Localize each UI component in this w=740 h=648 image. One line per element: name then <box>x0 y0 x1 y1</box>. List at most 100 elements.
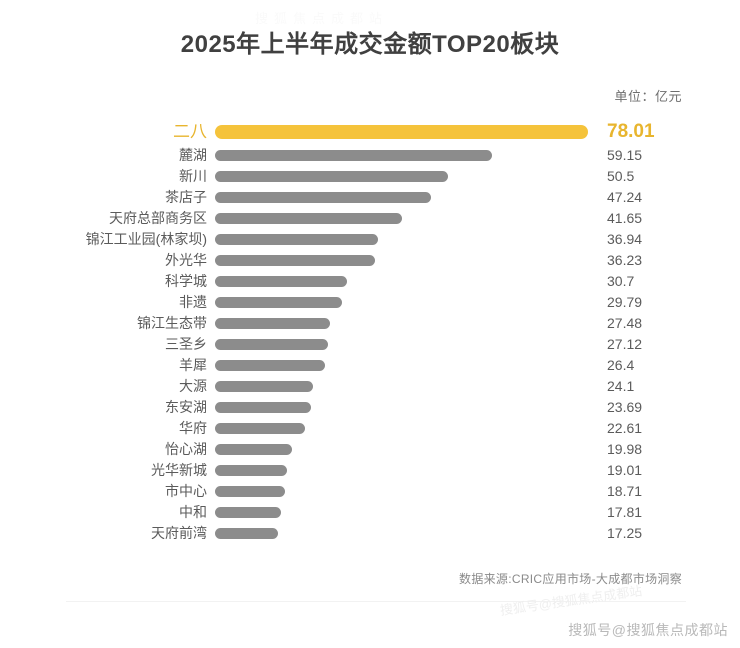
bar-chart-plot-area: 二八 78.01 麓湖 59.15 新川 50.5 茶店子 47.24 天府总部商务区 41.65… <box>0 118 740 544</box>
bar-fill <box>215 125 588 139</box>
bar-value-label: 17.81 <box>607 504 643 520</box>
bar-fill <box>215 402 311 413</box>
bar-value-label: 19.01 <box>607 462 643 478</box>
bar-track <box>215 250 607 271</box>
chart-title: 2025年上半年成交金额TOP20板块 <box>180 31 560 58</box>
bar-category-label: 茶店子 <box>165 189 207 205</box>
bar-fill <box>215 318 330 329</box>
bar-category-label: 外光华 <box>165 252 207 268</box>
bar-row: 二八 78.01 <box>0 118 740 145</box>
bar-row: 怡心湖 19.98 <box>0 439 740 460</box>
bar-row: 中和 17.81 <box>0 502 740 523</box>
bar-row: 羊犀 26.4 <box>0 355 740 376</box>
bar-value-label: 27.12 <box>607 336 643 352</box>
bar-value-label: 27.48 <box>607 315 643 331</box>
bar-track <box>215 376 607 397</box>
bar-value-label: 47.24 <box>607 189 643 205</box>
bar-value-label: 41.65 <box>607 210 643 226</box>
bar-track <box>215 145 607 166</box>
bar-track <box>215 271 607 292</box>
bar-track <box>215 166 607 187</box>
bar-fill <box>215 255 375 266</box>
bar-category-label: 非遗 <box>179 294 207 310</box>
bar-value-label: 50.5 <box>607 168 635 184</box>
bar-fill <box>215 276 347 287</box>
bar-fill <box>215 444 292 455</box>
bar-category-label: 二八 <box>173 122 207 141</box>
bar-value-label: 26.4 <box>607 357 635 373</box>
unit-label: 单位：亿元 <box>614 89 682 104</box>
source-note: 数据来源:CRIC应用市场-大成都市场洞察 <box>459 572 682 586</box>
bar-value-label: 36.23 <box>607 252 643 268</box>
bar-row: 科学城 30.7 <box>0 271 740 292</box>
bar-category-label: 锦江生态带 <box>137 315 207 331</box>
bar-value-label: 59.15 <box>607 147 643 163</box>
bar-track <box>215 334 607 355</box>
bar-row: 新川 50.5 <box>0 166 740 187</box>
bar-row: 茶店子 47.24 <box>0 187 740 208</box>
bar-row: 市中心 18.71 <box>0 481 740 502</box>
bar-track <box>215 292 607 313</box>
bar-category-label: 新川 <box>179 168 207 184</box>
bar-value-label: 29.79 <box>607 294 643 310</box>
bar-value-label: 17.25 <box>607 525 643 541</box>
bar-row: 天府前湾 17.25 <box>0 523 740 544</box>
bar-value-label: 19.98 <box>607 441 643 457</box>
bar-track <box>215 439 607 460</box>
bar-category-label: 三圣乡 <box>165 336 207 352</box>
bar-fill <box>215 339 328 350</box>
bar-fill <box>215 192 431 203</box>
bar-category-label: 光华新城 <box>151 462 207 478</box>
bar-track <box>215 355 607 376</box>
bar-row: 麓湖 59.15 <box>0 145 740 166</box>
bar-value-label: 24.1 <box>607 378 635 394</box>
bar-fill <box>215 507 281 518</box>
bar-fill <box>215 381 313 392</box>
bar-category-label: 锦江工业园(林家坝) <box>85 231 207 247</box>
bar-value-label: 18.71 <box>607 483 643 499</box>
bar-fill <box>215 213 402 224</box>
bar-row: 光华新城 19.01 <box>0 460 740 481</box>
bar-track <box>215 313 607 334</box>
bar-track <box>215 523 607 544</box>
bar-category-label: 大源 <box>179 378 207 394</box>
bar-value-label: 30.7 <box>607 273 635 289</box>
bar-category-label: 华府 <box>179 420 207 436</box>
bar-track <box>215 481 607 502</box>
bar-fill <box>215 360 325 371</box>
bar-row: 外光华 36.23 <box>0 250 740 271</box>
bar-category-label: 市中心 <box>165 483 207 499</box>
bar-fill <box>215 150 492 161</box>
bar-value-label: 78.01 <box>607 121 655 142</box>
bar-track <box>215 397 607 418</box>
bar-fill <box>215 486 285 497</box>
bar-track <box>215 229 607 250</box>
bar-fill <box>215 171 448 182</box>
bar-value-label: 22.61 <box>607 420 643 436</box>
bar-category-label: 羊犀 <box>179 357 207 373</box>
footer-divider <box>66 601 686 602</box>
bar-fill <box>215 234 378 245</box>
bar-category-label: 麓湖 <box>179 147 207 163</box>
bar-fill <box>215 465 287 476</box>
bar-fill <box>215 423 305 434</box>
bar-row: 锦江工业园(林家坝) 36.94 <box>0 229 740 250</box>
bar-category-label: 天府总部商务区 <box>109 210 207 226</box>
bar-track <box>215 187 607 208</box>
bar-row: 非遗 29.79 <box>0 292 740 313</box>
bar-value-label: 23.69 <box>607 399 643 415</box>
bar-category-label: 天府前湾 <box>151 525 207 541</box>
bar-row: 大源 24.1 <box>0 376 740 397</box>
bar-track <box>215 118 607 145</box>
bar-row: 天府总部商务区 41.65 <box>0 208 740 229</box>
bar-fill <box>215 297 342 308</box>
bar-category-label: 中和 <box>179 504 207 520</box>
bar-row: 华府 22.61 <box>0 418 740 439</box>
brand-watermark: 搜狐号@搜狐焦点成都站 <box>568 622 728 638</box>
bar-category-label: 东安湖 <box>165 399 207 415</box>
bar-category-label: 科学城 <box>165 273 207 289</box>
bar-row: 锦江生态带 27.48 <box>0 313 740 334</box>
bar-track <box>215 460 607 481</box>
bar-track <box>215 502 607 523</box>
